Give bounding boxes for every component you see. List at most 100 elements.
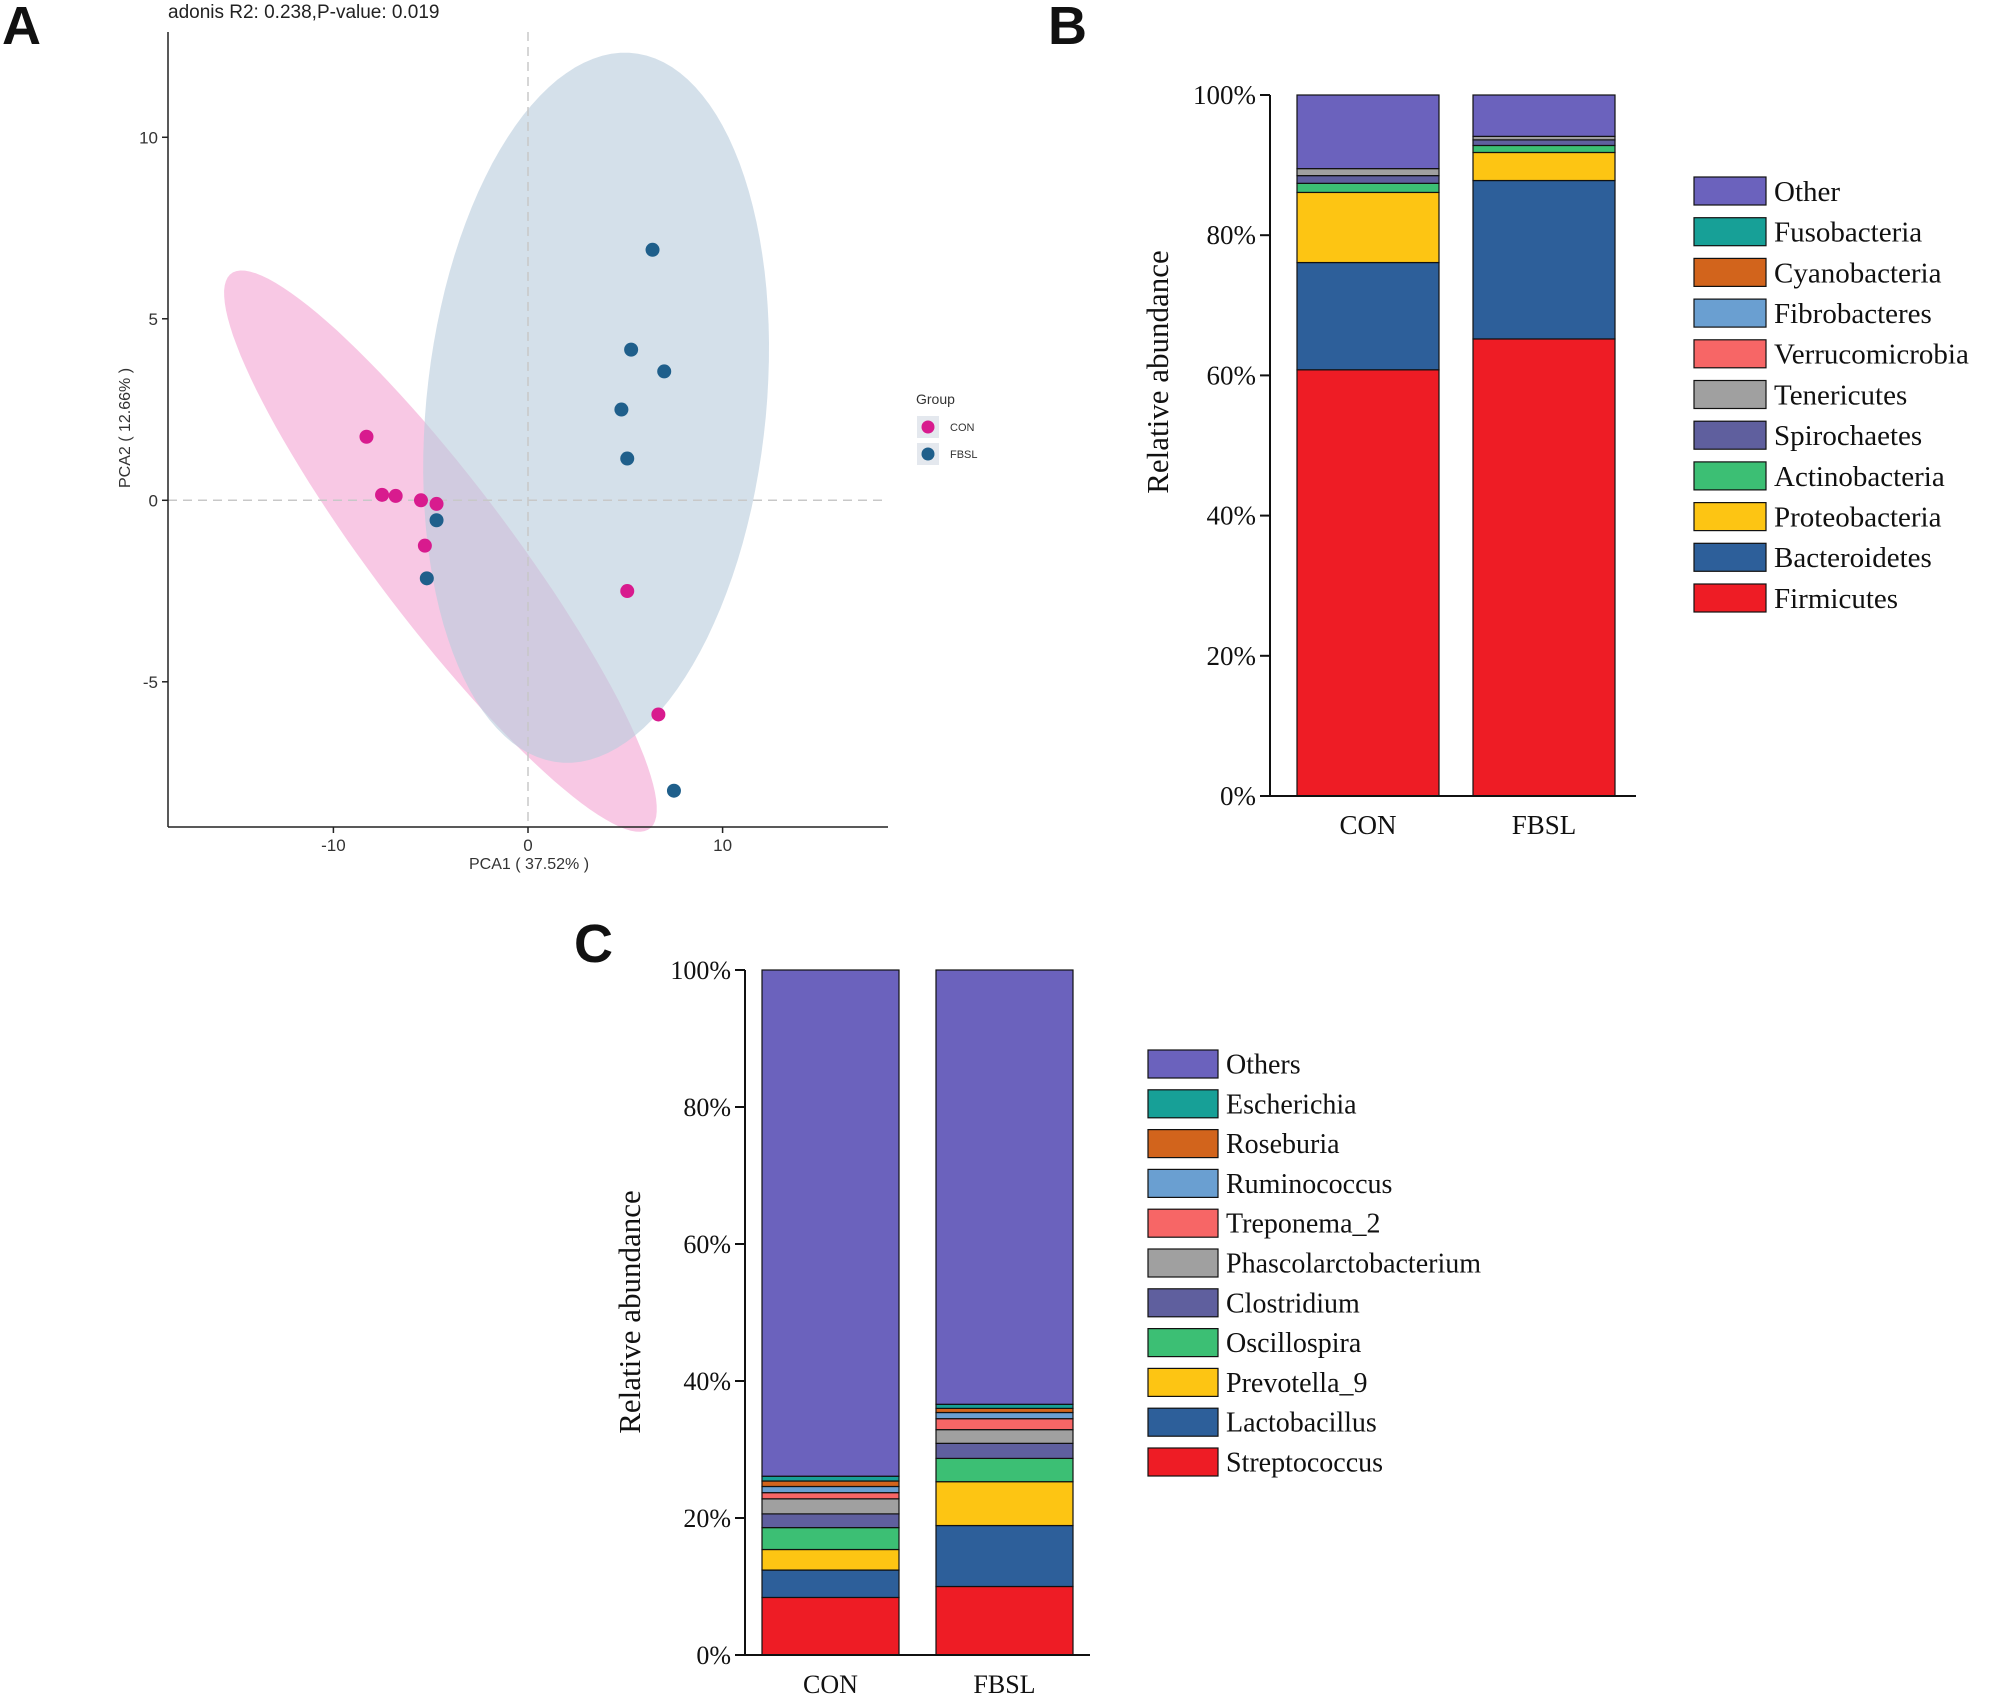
legend-swatch-cyanobacteria: [1693, 257, 1767, 287]
legend-marker-fbsl: [921, 447, 935, 461]
legend-swatch-streptococcus: [1147, 1447, 1219, 1477]
legend-label-escherichia: Escherichia: [1226, 1089, 1357, 1120]
bar-con-others: [761, 969, 900, 1477]
genus-stacked-bar-chart: CON FBSL 0% 20% 40% 60% 80% 100% Relative abunda…: [612, 956, 1481, 1699]
pca-y-tick-label: 0: [149, 491, 158, 510]
y-tick-label: 60%: [683, 1230, 731, 1259]
pca-y-axis-label: PCA2 ( 12.66% ): [117, 368, 134, 488]
point-fbsl-8: [666, 783, 681, 798]
x-tick-label-fbsl: FBSL: [973, 1670, 1035, 1699]
bar-fbsl-actinobacteria: [1472, 144, 1616, 154]
legend-label-cyanobacteria: Cyanobacteria: [1774, 257, 1942, 289]
bar-con-lactobacillus: [761, 1569, 900, 1599]
x-tick-label-con: CON: [803, 1670, 858, 1699]
legend-swatch-actinobacteria: [1693, 461, 1767, 491]
legend-swatch-oscillospira: [1147, 1327, 1219, 1358]
point-con-8: [651, 707, 666, 722]
legend-swatch-bacteroidetes: [1693, 542, 1767, 572]
pca-legend: Group CON FBSL: [916, 391, 978, 465]
point-fbsl-3: [657, 364, 672, 379]
bar-con-spirochaetes: [1296, 175, 1440, 184]
y-axis-label: Relative abundance: [1140, 250, 1175, 494]
bar-con-actinobacteria: [1296, 182, 1440, 194]
legend-label-oscillospira: Oscillospira: [1226, 1328, 1362, 1359]
y-axis-label: Relative abundance: [612, 1190, 647, 1434]
legend-label-actinobacteria: Actinobacteria: [1774, 461, 1945, 493]
legend-marker-con: [921, 420, 935, 434]
y-tick-label: 80%: [683, 1093, 731, 1122]
bar-fbsl-lactobacillus: [935, 1524, 1074, 1588]
legend-swatch-prevotella-9: [1147, 1367, 1219, 1398]
bar-fbsl-oscillospira: [935, 1457, 1074, 1483]
point-fbsl-1: [645, 242, 660, 257]
point-fbsl-2: [624, 342, 639, 357]
legend-swatch-tenericutes: [1693, 379, 1767, 410]
pca-x-tick-label: -10: [321, 836, 346, 855]
legend-label-ruminococcus: Ruminococcus: [1226, 1169, 1392, 1200]
pca-ellipses: [224, 52, 769, 832]
legend-label-phascolarctobacterium: Phascolarctobacterium: [1226, 1249, 1481, 1280]
legend-label-verrucomicrobia: Verrucomicrobia: [1774, 339, 1969, 371]
bar-con-ruminococcus: [761, 1485, 900, 1494]
legend-label-spirochaetes: Spirochaetes: [1774, 420, 1922, 452]
bar-con-other: [1296, 94, 1440, 170]
bar-con-treponema-2: [761, 1492, 900, 1500]
point-fbsl-4: [614, 402, 629, 417]
legend-swatch-firmicutes: [1693, 583, 1767, 613]
point-con-5: [429, 496, 444, 511]
y-tick-label: 40%: [683, 1367, 731, 1396]
y-tick-label: 80%: [1207, 220, 1257, 250]
bar-con-prevotella-9: [761, 1548, 900, 1571]
legend-swatch-escherichia: [1147, 1089, 1219, 1119]
legend-swatch-others: [1147, 1049, 1219, 1079]
bar-con-streptococcus: [761, 1596, 900, 1656]
legend-label-tenericutes: Tenericutes: [1774, 379, 1907, 411]
pca-title: adonis R2: 0.238,P-value: 0.019: [168, 2, 439, 23]
legend-swatch-phascolarctobacterium: [1147, 1248, 1219, 1278]
bar-fbsl-prevotella-9: [935, 1481, 1074, 1527]
point-fbsl-5: [620, 451, 635, 466]
pca-x-axis-label: PCA1 ( 37.52% ): [469, 856, 589, 873]
legend-swatch-treponema-2: [1147, 1208, 1219, 1238]
legend-label-fibrobacteres: Fibrobacteres: [1774, 298, 1932, 330]
point-con-2: [375, 487, 390, 502]
pca-reference-lines: [168, 32, 888, 827]
y-tick-label: 20%: [683, 1504, 731, 1533]
legend-label-proteobacteria: Proteobacteria: [1774, 501, 1942, 533]
legend-label-bacteroidetes: Bacteroidetes: [1774, 542, 1932, 574]
y-tick-label: 40%: [1207, 501, 1257, 531]
pca-legend-title: Group: [916, 391, 955, 407]
point-con-6: [417, 538, 432, 553]
x-tick-label-con: CON: [1339, 810, 1396, 840]
y-tick-label: 100%: [1193, 80, 1256, 110]
legend-label-lactobacillus: Lactobacillus: [1226, 1408, 1377, 1439]
bar-con-clostridium: [761, 1513, 900, 1529]
legend-swatch-clostridium: [1147, 1288, 1219, 1318]
bar-fbsl-treponema-2: [935, 1418, 1074, 1431]
y-tick-label: 60%: [1207, 360, 1257, 390]
phylum-stacked-bar-chart: CON FBSL 0% 20% 40% 60% 80% 100% Relative abunda…: [1140, 80, 1969, 840]
legend-swatch-proteobacteria: [1693, 502, 1767, 532]
legend-swatch-lactobacillus: [1147, 1407, 1219, 1437]
legend-swatch-spirochaetes: [1693, 420, 1767, 450]
point-fbsl-7: [419, 571, 434, 586]
bar-fbsl-others: [935, 969, 1074, 1405]
bar-fbsl-phascolarctobacterium: [935, 1429, 1074, 1444]
bar-fbsl-roseburia: [935, 1407, 1074, 1414]
legend-label-con: CON: [950, 422, 975, 434]
bar-fbsl-other: [1472, 94, 1616, 137]
bar-con-firmicutes: [1296, 369, 1440, 797]
bar-con-phascolarctobacterium: [761, 1498, 900, 1515]
pca-points: [359, 242, 681, 798]
y-tick-label: 0%: [696, 1641, 731, 1670]
point-con-1: [359, 429, 374, 444]
bar-con-tenericutes: [1296, 168, 1440, 177]
point-con-7: [620, 584, 635, 599]
legend-swatch-ruminococcus: [1147, 1168, 1219, 1199]
legend-label-others: Others: [1226, 1050, 1301, 1081]
legend-swatch-fusobacteria: [1693, 217, 1767, 247]
point-fbsl-6: [429, 513, 444, 528]
legend-label-prevotella-9: Prevotella_9: [1226, 1368, 1368, 1399]
bar-fbsl-streptococcus: [935, 1585, 1074, 1656]
